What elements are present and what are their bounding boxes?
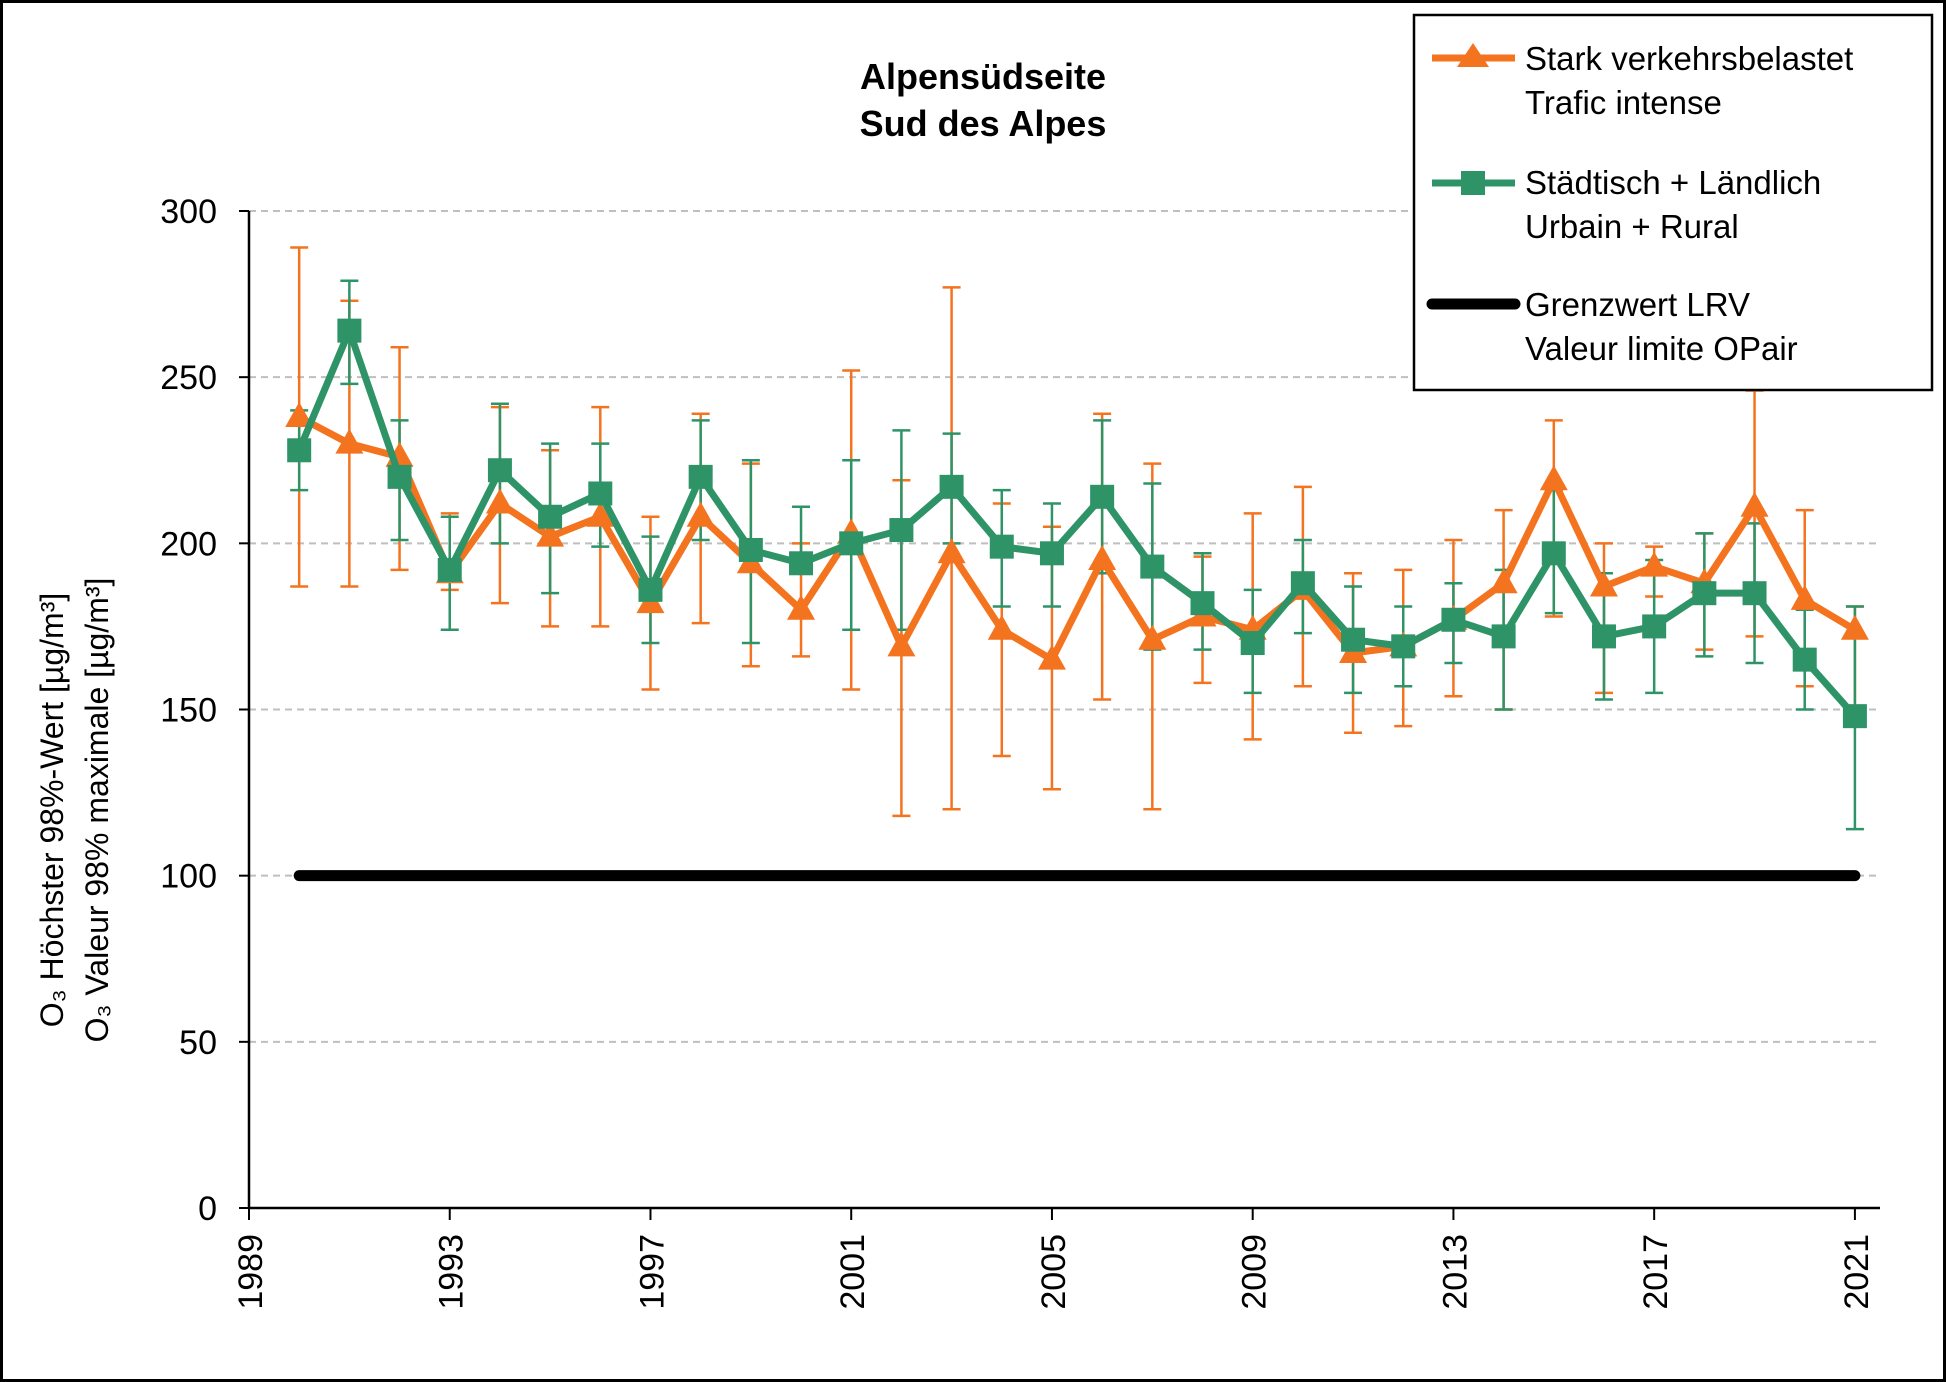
point-urban-rural-2006 [1090, 484, 1115, 509]
x-tick-label-2001: 2001 [834, 1234, 872, 1310]
point-urban-rural-2012 [1391, 634, 1416, 659]
x-tick-label-2005: 2005 [1035, 1234, 1073, 1310]
legend-square-marker [1461, 171, 1485, 195]
legend-label-traffic-fr: Trafic intense [1525, 84, 1722, 121]
y-tick-label-200: 200 [160, 525, 217, 563]
point-urban-rural-1999 [738, 537, 763, 562]
tick-labels: 0 50 100 150 200 250 300 1989 1993 1997 2001 2005 20… [160, 193, 1876, 1310]
point-traffic-2002 [887, 631, 916, 657]
point-urban-rural-2017 [1642, 614, 1667, 639]
x-tick-label-1989: 1989 [232, 1234, 270, 1310]
point-traffic-2004 [987, 614, 1016, 640]
point-traffic-1990 [285, 402, 314, 428]
legend-label-traffic-de: Stark verkehrsbelastet [1525, 40, 1853, 77]
point-traffic-2015 [1539, 465, 1568, 491]
point-traffic-2003 [937, 538, 966, 564]
point-urban-rural-1993 [437, 557, 462, 582]
point-traffic-2007 [1138, 624, 1167, 650]
legend-label-limit-fr: Valeur limite OPair [1525, 330, 1798, 367]
point-traffic-2005 [1037, 644, 1066, 670]
point-urban-rural-2011 [1341, 627, 1366, 652]
legend-label-limit-de: Grenzwert LRV [1525, 286, 1750, 323]
point-urban-rural-2018 [1692, 581, 1717, 606]
point-traffic-2006 [1088, 544, 1117, 570]
y-axis-label-line-1: O₃ Höchster 98%-Wert [µg/m³] [34, 593, 70, 1028]
legend: Stark verkehrsbelastet Trafic intense St… [1412, 13, 1934, 392]
point-urban-rural-2003 [939, 474, 964, 499]
axes [239, 210, 1880, 1220]
point-urban-rural-2000 [789, 551, 814, 576]
point-traffic-1996 [586, 501, 615, 527]
point-urban-rural-1998 [688, 464, 713, 489]
point-traffic-2016 [1589, 571, 1618, 597]
legend-triangle-marker [1457, 43, 1489, 67]
point-traffic-2020 [1790, 584, 1819, 610]
y-tick-label-50: 50 [179, 1024, 217, 1062]
point-traffic-1995 [536, 521, 565, 547]
point-urban-rural-2014 [1491, 624, 1516, 649]
x-tick-label-1993: 1993 [433, 1234, 471, 1310]
y-axis-label-line-2: O₃ Valeur 98% maximale [µg/m³] [79, 578, 115, 1043]
x-tick-label-2013: 2013 [1436, 1234, 1474, 1310]
point-traffic-2021 [1840, 614, 1869, 640]
point-urban-rural-2007 [1140, 554, 1165, 579]
point-urban-rural-2021 [1842, 704, 1867, 729]
series-lines [285, 318, 1869, 729]
point-urban-rural-2004 [989, 534, 1014, 559]
point-urban-rural-1997 [638, 577, 663, 602]
chart-title-line-1: Alpensüdseite [860, 56, 1106, 97]
legend-box [1412, 13, 1934, 392]
point-traffic-2017 [1640, 551, 1669, 577]
point-urban-rural-2010 [1290, 571, 1315, 596]
point-urban-rural-1994 [487, 458, 512, 483]
point-urban-rural-1990 [287, 438, 312, 463]
chart-title-line-2: Sud des Alpes [860, 103, 1107, 144]
x-tick-label-2021: 2021 [1838, 1234, 1876, 1310]
x-tick-label-2009: 2009 [1236, 1234, 1274, 1310]
point-urban-rural-1991 [337, 318, 362, 343]
point-urban-rural-1992 [387, 464, 412, 489]
point-urban-rural-2015 [1541, 541, 1566, 566]
legend-label-urban-rural-de: Städtisch + Ländlich [1525, 164, 1821, 201]
point-traffic-1994 [485, 488, 514, 514]
point-urban-rural-2008 [1190, 591, 1215, 616]
point-urban-rural-2019 [1742, 581, 1767, 606]
y-tick-label-100: 100 [160, 858, 217, 896]
point-traffic-1998 [686, 501, 715, 527]
y-tick-label-0: 0 [198, 1190, 217, 1228]
point-urban-rural-2009 [1240, 631, 1265, 656]
x-tick-label-1997: 1997 [633, 1234, 671, 1310]
point-traffic-2014 [1489, 568, 1518, 594]
point-traffic-1991 [335, 428, 364, 454]
point-urban-rural-2005 [1039, 541, 1064, 566]
series-line-traffic [297, 413, 1857, 664]
point-urban-rural-2020 [1792, 647, 1817, 672]
point-traffic-2000 [787, 594, 816, 620]
point-urban-rural-2013 [1441, 607, 1466, 632]
point-urban-rural-1995 [538, 504, 563, 529]
y-tick-label-300: 300 [160, 193, 217, 231]
y-tick-label-150: 150 [160, 692, 217, 730]
legend-label-urban-rural-fr: Urbain + Rural [1525, 208, 1739, 245]
point-urban-rural-1996 [588, 481, 613, 506]
point-urban-rural-2001 [839, 531, 864, 556]
point-urban-rural-2002 [889, 518, 914, 543]
y-tick-label-250: 250 [160, 359, 217, 397]
point-traffic-2019 [1740, 491, 1769, 517]
point-urban-rural-2016 [1591, 624, 1616, 649]
x-tick-label-2017: 2017 [1637, 1234, 1675, 1310]
